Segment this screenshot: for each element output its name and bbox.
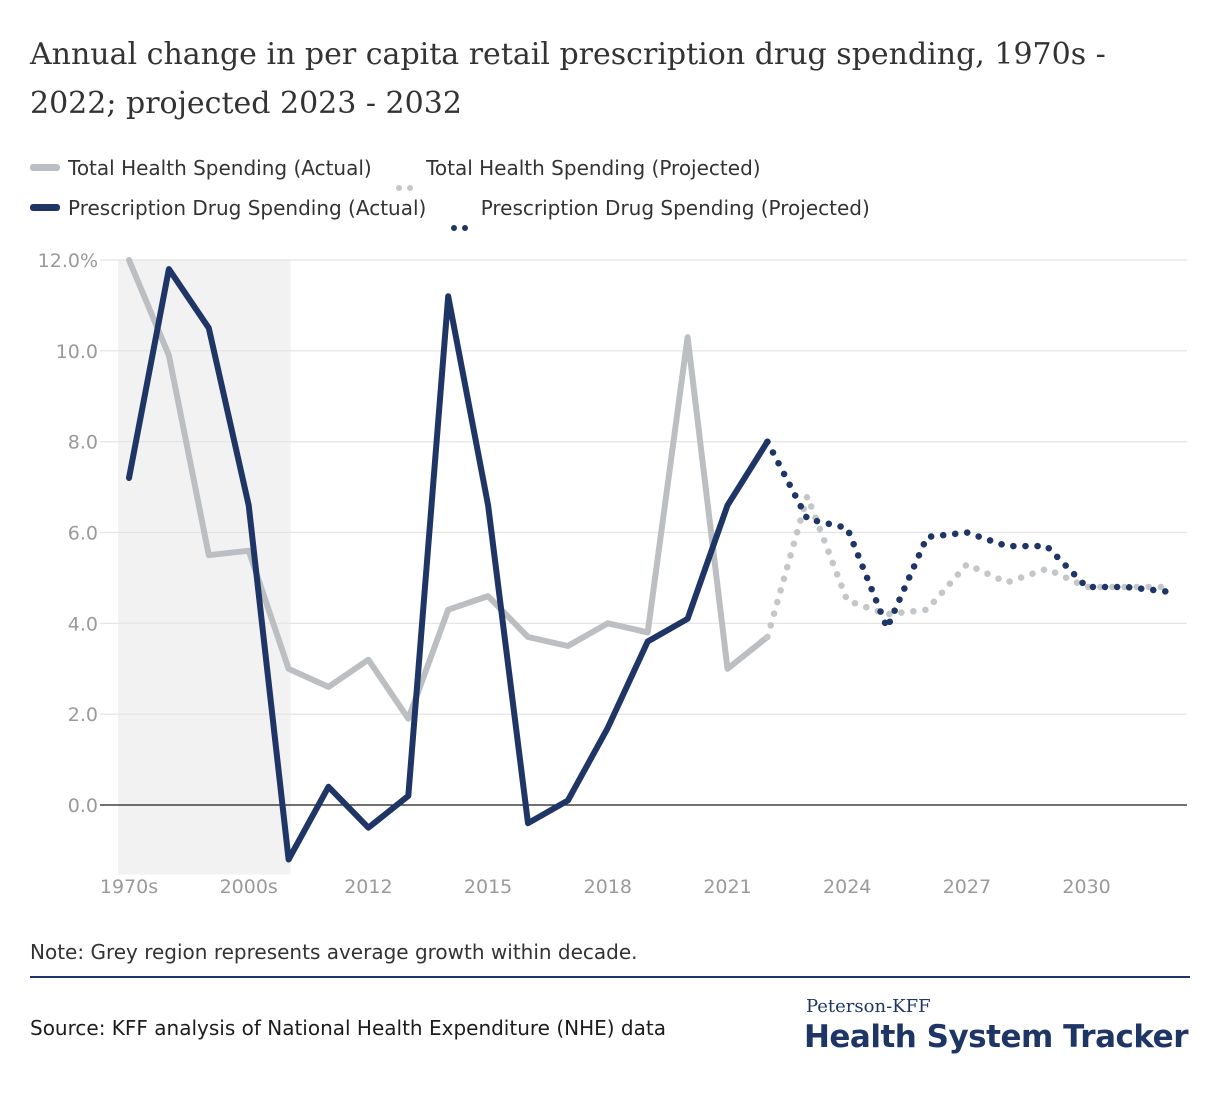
x-tick-label: 2030 bbox=[1062, 876, 1110, 898]
y-tick-label: 6.0 bbox=[68, 523, 98, 545]
decade-shaded-region bbox=[118, 260, 291, 875]
legend-label-drug-projected: Prescription Drug Spending (Projected) bbox=[480, 196, 870, 220]
series-line-prescription-drug-spending-projected bbox=[764, 438, 1170, 632]
x-tick-label: 2000s bbox=[220, 876, 278, 898]
brand-logo: Peterson-KFF Health System Tracker bbox=[803, 996, 1189, 1055]
divider bbox=[30, 976, 1190, 978]
chart-legend: Total Health Spending (Actual) Total Hea… bbox=[30, 148, 1190, 231]
chart-note: Note: Grey region represents average gro… bbox=[30, 940, 638, 964]
chart-source: Source: KFF analysis of National Health … bbox=[30, 1016, 666, 1040]
brand-top-text: Peterson-KFF bbox=[805, 996, 931, 1017]
legend-label-drug-actual: Prescription Drug Spending (Actual) bbox=[68, 196, 427, 220]
legend-item-total-actual: Total Health Spending (Actual) bbox=[30, 148, 372, 188]
legend-label-total-projected: Total Health Spending (Projected) bbox=[426, 156, 761, 180]
y-tick-label: 8.0 bbox=[68, 432, 98, 454]
x-tick-label: 2018 bbox=[584, 876, 632, 898]
shaded-region-rect bbox=[118, 260, 291, 875]
series-line-total-health-spending-actual bbox=[126, 257, 771, 722]
x-tick-label: 2027 bbox=[943, 876, 991, 898]
legend-item-drug-projected: Prescription Drug Spending (Projected) bbox=[450, 188, 870, 231]
series-line-prescription-drug-spending-actual bbox=[126, 266, 771, 863]
legend-swatch-total-actual bbox=[30, 164, 60, 171]
legend-label-total-actual: Total Health Spending (Actual) bbox=[68, 156, 372, 180]
y-tick-label: 0.0 bbox=[68, 795, 98, 817]
x-tick-label: 2015 bbox=[464, 876, 512, 898]
x-axis-tick-labels: 1970s 2000s 2012 2015 2018 2021 2024 2027 2030 bbox=[100, 876, 1111, 898]
x-tick-label: 2012 bbox=[344, 876, 392, 898]
chart-title: Annual change in per capita retail presc… bbox=[30, 37, 1106, 121]
legend-swatch-total-projected bbox=[396, 164, 418, 191]
x-tick-label: 1970s bbox=[100, 876, 158, 898]
x-tick-label: 2021 bbox=[703, 876, 751, 898]
y-tick-label: 4.0 bbox=[68, 613, 98, 635]
brand-main-text: Health System Tracker bbox=[803, 1019, 1189, 1055]
series-line-total-health-spending-projected bbox=[764, 492, 1170, 641]
y-tick-label: 2.0 bbox=[68, 704, 98, 726]
line-chart: 12.0% 10.0 8.0 6.0 4.0 2.0 0.0 1970s 2000s 2012 2… bbox=[38, 250, 1187, 898]
x-tick-label: 2024 bbox=[823, 876, 871, 898]
series-lines bbox=[126, 257, 1170, 863]
y-tick-label: 12.0% bbox=[38, 250, 98, 272]
legend-item-total-projected: Total Health Spending (Projected) bbox=[396, 148, 761, 191]
y-axis-tick-labels: 12.0% 10.0 8.0 6.0 4.0 2.0 0.0 bbox=[38, 250, 98, 817]
y-tick-label: 10.0 bbox=[56, 341, 98, 363]
legend-swatch-drug-projected bbox=[450, 204, 473, 231]
legend-swatch-drug-actual bbox=[30, 204, 60, 211]
legend-item-drug-actual: Prescription Drug Spending (Actual) bbox=[30, 188, 426, 228]
